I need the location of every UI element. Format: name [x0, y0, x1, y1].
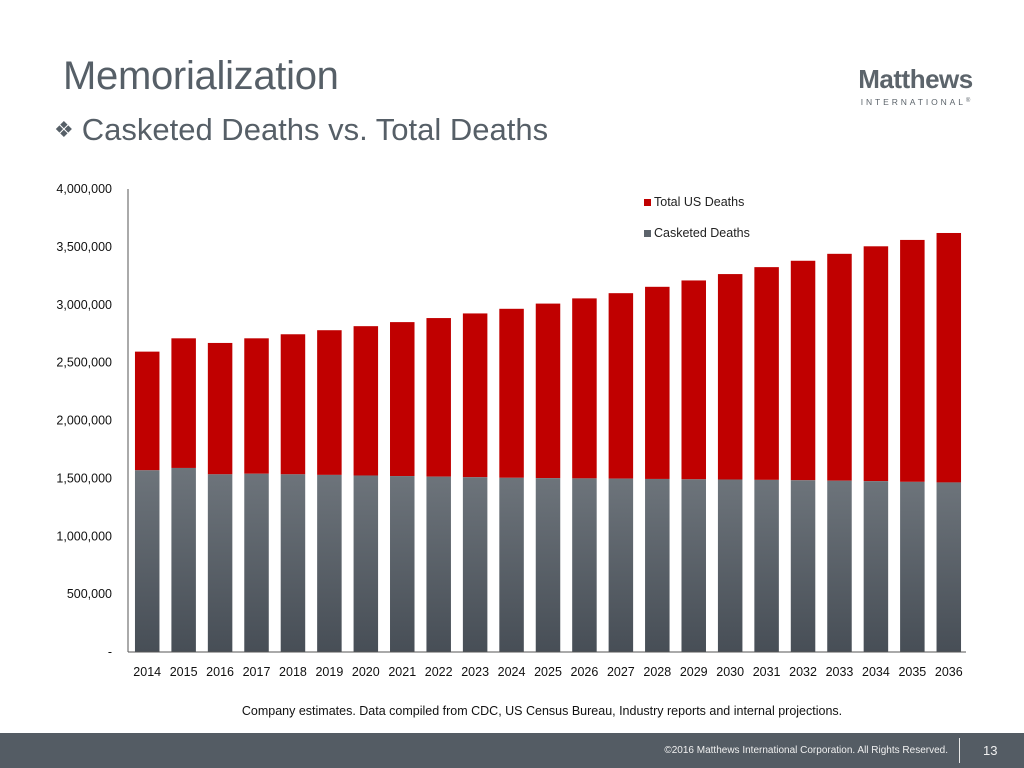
stacked-bar-chart: - 500,000 1,000,000 1,500,000 2,000,000 2,500… [56, 182, 966, 679]
bar-total-us-deaths [535, 303, 561, 479]
matthews-logo: Matthews INTERNATIONAL® [853, 66, 978, 107]
x-tick-label: 2017 [243, 665, 271, 679]
bars [134, 232, 962, 652]
x-tick-label: 2029 [680, 665, 708, 679]
bar-casketed-deaths [462, 477, 488, 652]
x-tick-label: 2022 [425, 665, 453, 679]
bar-total-us-deaths [171, 338, 196, 468]
copyright-text: ©2016 Matthews International Corporation… [664, 745, 948, 756]
footer-bar: ©2016 Matthews International Corporation… [0, 733, 1024, 768]
bar-total-us-deaths [681, 280, 706, 480]
x-tick-label: 2032 [789, 665, 817, 679]
bar-total-us-deaths [134, 351, 160, 471]
bar-casketed-deaths [900, 481, 925, 652]
y-tick-label: - [108, 645, 112, 659]
footer-divider [959, 738, 960, 763]
bar-total-us-deaths [244, 338, 269, 474]
bar-casketed-deaths [645, 478, 670, 652]
bar-total-us-deaths [426, 318, 451, 477]
bar-total-us-deaths [353, 326, 379, 476]
source-note: Company estimates. Data compiled from CD… [241, 704, 843, 718]
x-tick-label: 2027 [607, 665, 635, 679]
bar-total-us-deaths [717, 274, 743, 480]
subtitle-text: Casketed Deaths vs. Total Deaths [81, 112, 549, 147]
bar-casketed-deaths [754, 479, 779, 652]
y-tick-label: 1,000,000 [56, 529, 112, 543]
bar-casketed-deaths [426, 476, 451, 652]
bar-total-us-deaths [790, 260, 816, 481]
bar-total-us-deaths [608, 293, 634, 479]
y-tick-label: 2,500,000 [56, 356, 112, 370]
y-tick-label: 500,000 [67, 587, 112, 601]
bar-casketed-deaths [535, 478, 561, 652]
bar-total-us-deaths [900, 239, 925, 482]
bar-casketed-deaths [499, 477, 524, 652]
bar-casketed-deaths [134, 470, 160, 652]
y-tick-label: 2,000,000 [56, 414, 112, 428]
x-tick-label: 2026 [571, 665, 599, 679]
x-tick-label: 2025 [534, 665, 562, 679]
bar-casketed-deaths [936, 482, 962, 652]
x-axis: 2014 2015 2016 2017 2018 2019 2020 2021 2022 2023… [128, 651, 966, 679]
bar-total-us-deaths [754, 267, 779, 480]
bar-total-us-deaths [936, 232, 962, 483]
logo-brand: Matthews [858, 64, 973, 94]
bar-casketed-deaths [827, 480, 852, 652]
x-tick-label: 2030 [716, 665, 744, 679]
x-tick-label: 2018 [279, 665, 307, 679]
x-tick-label: 2024 [498, 665, 526, 679]
bar-casketed-deaths [317, 474, 342, 652]
bar-total-us-deaths [572, 298, 597, 479]
bar-total-us-deaths [390, 322, 415, 477]
x-tick-label: 2034 [862, 665, 890, 679]
bar-casketed-deaths [244, 473, 269, 652]
y-tick-label: 4,000,000 [56, 182, 112, 196]
bar-casketed-deaths [353, 475, 379, 652]
bar-casketed-deaths [390, 476, 415, 652]
bar-total-us-deaths [207, 342, 233, 475]
y-tick-label: 3,500,000 [56, 240, 112, 254]
bar-total-us-deaths [462, 313, 488, 478]
legend: Total US Deaths Casketed Deaths [644, 195, 750, 240]
x-tick-label: 2035 [898, 665, 926, 679]
bar-casketed-deaths [171, 467, 196, 652]
bar-casketed-deaths [608, 478, 634, 652]
x-tick-label: 2021 [388, 665, 416, 679]
x-tick-label: 2031 [753, 665, 781, 679]
bar-casketed-deaths [717, 479, 743, 652]
bar-casketed-deaths [207, 474, 233, 652]
legend-label: Total US Deaths [654, 195, 744, 209]
diamond-bullet-icon: ❖ [54, 117, 74, 142]
bar-casketed-deaths [280, 474, 306, 652]
x-tick-label: 2014 [133, 665, 161, 679]
x-tick-label: 2028 [643, 665, 671, 679]
y-axis: - 500,000 1,000,000 1,500,000 2,000,000 2,500… [56, 182, 129, 659]
bar-casketed-deaths [863, 481, 889, 652]
legend-swatch [644, 199, 651, 206]
slide-title: Memorialization [63, 54, 339, 98]
legend-swatch [644, 230, 651, 237]
bar-total-us-deaths [863, 246, 889, 482]
x-tick-label: 2020 [352, 665, 380, 679]
x-tick-label: 2019 [315, 665, 343, 679]
y-tick-label: 1,500,000 [56, 471, 112, 485]
page-number: 13 [983, 743, 998, 758]
bar-casketed-deaths [681, 479, 706, 652]
x-tick-label: 2023 [461, 665, 489, 679]
x-tick-label: 2036 [935, 665, 963, 679]
x-tick-label: 2016 [206, 665, 234, 679]
logo-subtext: INTERNATIONAL® [860, 97, 971, 107]
bar-total-us-deaths [280, 334, 306, 475]
bar-casketed-deaths [790, 480, 816, 652]
legend-label: Casketed Deaths [654, 226, 750, 240]
bar-casketed-deaths [572, 478, 597, 652]
bar-total-us-deaths [645, 286, 670, 479]
slide-subtitle: ❖ Casketed Deaths vs. Total Deaths [54, 114, 548, 145]
bar-total-us-deaths [499, 308, 524, 478]
bar-total-us-deaths [827, 253, 852, 481]
bar-total-us-deaths [317, 330, 342, 475]
x-tick-label: 2033 [826, 665, 854, 679]
y-tick-label: 3,000,000 [56, 298, 112, 312]
x-tick-label: 2015 [170, 665, 198, 679]
